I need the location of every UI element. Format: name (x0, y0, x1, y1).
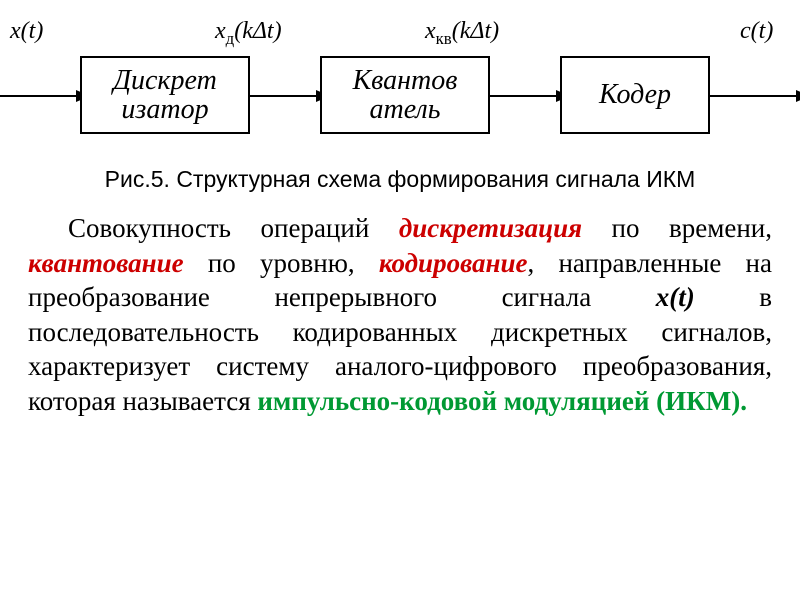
term-coding: кодирование (379, 248, 528, 278)
signal-xd-kdt: xд(kΔt) (215, 18, 282, 49)
arrow-head-4 (796, 90, 800, 102)
signal-c-t: c(t) (740, 18, 773, 45)
body-paragraph: Совокупность операций дискретизация по в… (0, 211, 800, 418)
body-text: Совокупность операций (68, 213, 399, 243)
block-quantizer: Квантователь (320, 56, 490, 134)
arrow-line-2 (250, 95, 320, 97)
signal-xt: x(t) (656, 282, 695, 312)
ikm-block-diagram: Дискретизатор Квантователь Кодер x(t) xд(kΔt… (0, 0, 800, 160)
signal-xkv-kdt: xкв(kΔt) (425, 18, 499, 49)
arrow-line-1 (0, 95, 80, 97)
signal-x-t: x(t) (10, 18, 43, 45)
body-text: по времени, (582, 213, 772, 243)
body-text: по уровню, (184, 248, 379, 278)
figure-caption: Рис.5. Структурная схема формирования си… (0, 166, 800, 193)
arrow-line-3 (490, 95, 560, 97)
term-discretization: дискретизация (399, 213, 582, 243)
term-quantization: квантование (28, 248, 184, 278)
term-pcm: импульсно-кодовой модуляцией (ИКМ). (257, 386, 747, 416)
block-coder: Кодер (560, 56, 710, 134)
arrow-line-4 (710, 95, 800, 97)
block-discretizer: Дискретизатор (80, 56, 250, 134)
